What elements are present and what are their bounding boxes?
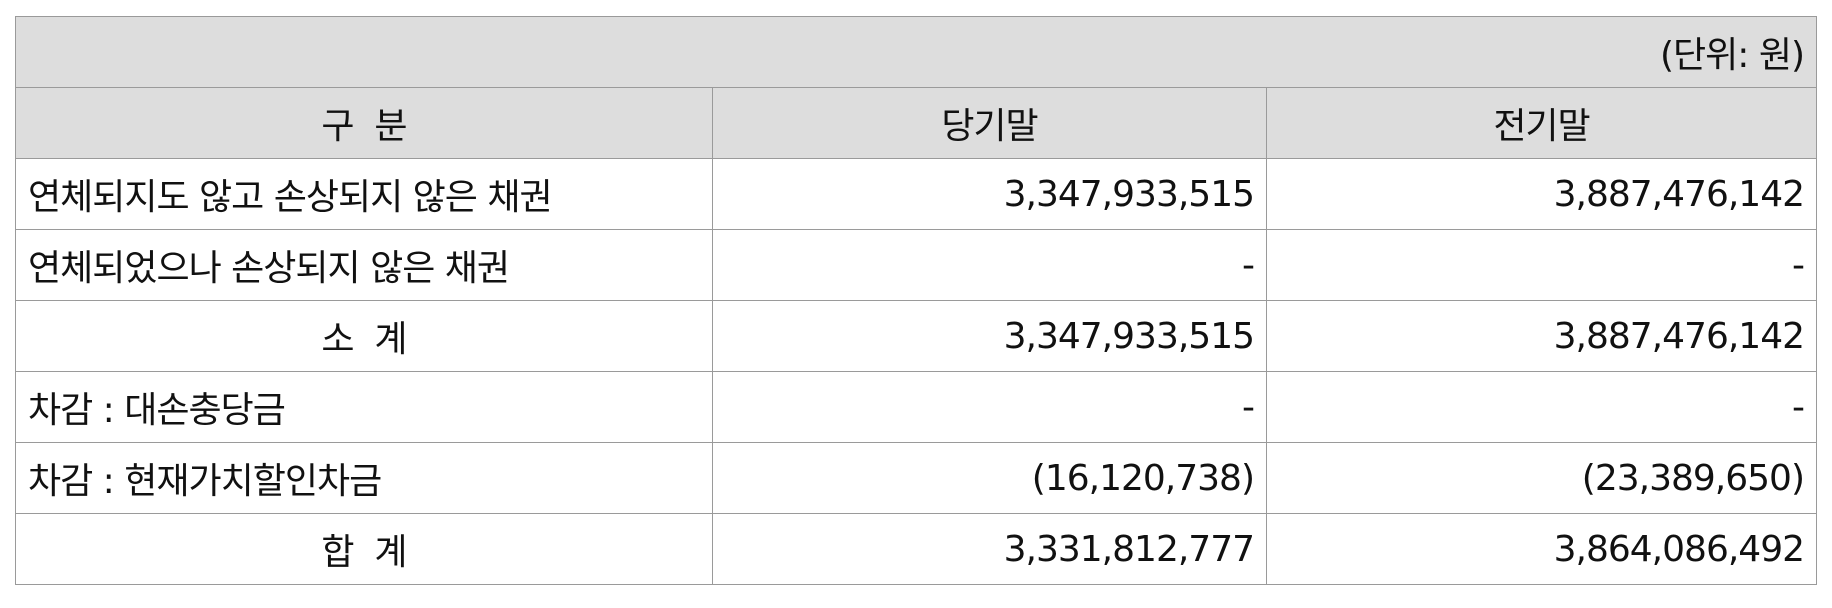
prior-value: 3,887,476,142 (1266, 158, 1817, 230)
table-row: 합 계 3,331,812,777 3,864,086,492 (15, 513, 1817, 585)
table-row: 연체되었으나 손상되지 않은 채권 - - (15, 229, 1817, 301)
current-value: - (712, 371, 1267, 443)
header-current-period: 당기말 (712, 87, 1267, 159)
prior-value: (23,389,650) (1266, 442, 1817, 514)
current-value: 3,347,933,515 (712, 158, 1267, 230)
unit-label: (단위: 원) (15, 16, 1817, 88)
row-label: 차감 : 대손충당금 (15, 371, 713, 443)
row-label: 연체되었으나 손상되지 않은 채권 (15, 229, 713, 301)
table-row: 차감 : 현재가치할인차금 (16,120,738) (23,389,650) (15, 442, 1817, 514)
row-label: 차감 : 현재가치할인차금 (15, 442, 713, 514)
prior-value: - (1266, 229, 1817, 301)
table-row: 소 계 3,347,933,515 3,887,476,142 (15, 300, 1817, 372)
header-category: 구 분 (15, 87, 713, 159)
unit-row: (단위: 원) (15, 16, 1817, 88)
header-row: 구 분 당기말 전기말 (15, 87, 1817, 159)
prior-value: 3,864,086,492 (1266, 513, 1817, 585)
current-value: 3,347,933,515 (712, 300, 1267, 372)
prior-value: 3,887,476,142 (1266, 300, 1817, 372)
prior-value: - (1266, 371, 1817, 443)
current-value: (16,120,738) (712, 442, 1267, 514)
table-row: 연체되지도 않고 손상되지 않은 채권 3,347,933,515 3,887,… (15, 158, 1817, 230)
subtotal-label: 소 계 (15, 300, 713, 372)
row-label: 연체되지도 않고 손상되지 않은 채권 (15, 158, 713, 230)
total-label: 합 계 (15, 513, 713, 585)
table-row: 차감 : 대손충당금 - - (15, 371, 1817, 443)
current-value: 3,331,812,777 (712, 513, 1267, 585)
header-prior-period: 전기말 (1266, 87, 1817, 159)
current-value: - (712, 229, 1267, 301)
receivables-aging-table: (단위: 원) 구 분 당기말 전기말 연체되지도 않고 손상되지 않은 채권 … (15, 16, 1817, 585)
